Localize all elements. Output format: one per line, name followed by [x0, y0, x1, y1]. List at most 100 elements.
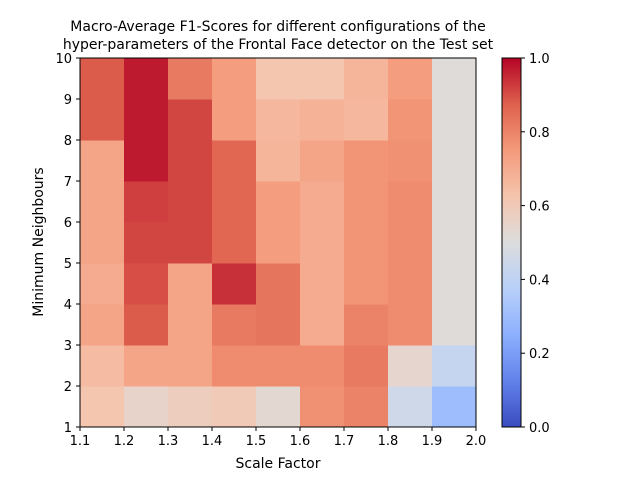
heatmap-cell	[256, 345, 301, 387]
heatmap-cell	[432, 140, 477, 182]
heatmap-cell	[168, 222, 213, 264]
x-tick-label: 1.3	[158, 434, 179, 449]
y-axis-ticks: 1 2 3 4 5 6 7 8 9 10	[55, 52, 80, 436]
heatmap-cell	[300, 222, 345, 264]
heatmap-cell	[432, 99, 477, 141]
heatmap-cell	[256, 386, 301, 428]
heatmap-cell	[80, 222, 125, 264]
heatmap-cell	[300, 58, 345, 100]
heatmap-cell	[212, 58, 257, 100]
y-tick-label: 10	[55, 52, 72, 67]
colorbar-tick-label: 1.0	[529, 52, 550, 67]
colorbar-tick-label: 0.2	[529, 347, 550, 362]
heatmap-cell	[168, 345, 213, 387]
heatmap-cell	[212, 140, 257, 182]
colorbar-tick-label: 0.4	[529, 273, 550, 288]
heatmap-cell	[124, 222, 169, 264]
heatmap-cell	[80, 181, 125, 223]
heatmap-cell	[432, 304, 477, 346]
heatmap-cell	[344, 386, 389, 428]
heatmap-cell	[80, 58, 125, 100]
y-axis-label: Minimum Neighbours	[31, 167, 47, 316]
colorbar-tick-label: 0.8	[529, 126, 550, 141]
heatmap-cell	[344, 58, 389, 100]
heatmap-cell	[168, 140, 213, 182]
y-tick-label: 6	[64, 216, 72, 231]
colorbar-tick-label: 0.0	[529, 421, 550, 436]
heatmap-cell	[388, 99, 433, 141]
heatmap-cell	[212, 345, 257, 387]
heatmap-cell	[168, 304, 213, 346]
heatmap-cell	[124, 58, 169, 100]
heatmap-cell	[388, 140, 433, 182]
heatmap-cell	[80, 99, 125, 141]
heatmap-cell	[124, 263, 169, 305]
colorbar-tick-label: 0.6	[529, 200, 550, 215]
heatmap-cell	[256, 304, 301, 346]
plot-frame	[79, 57, 477, 428]
heatmap-cells	[80, 58, 477, 428]
heatmap-cell	[256, 263, 301, 305]
heatmap-cell	[300, 386, 345, 428]
heatmap-cell	[168, 181, 213, 223]
heatmap-cell	[212, 304, 257, 346]
heatmap-cell	[344, 222, 389, 264]
heatmap-cell	[432, 181, 477, 223]
heatmap-cell	[256, 99, 301, 141]
heatmap-cell	[344, 140, 389, 182]
heatmap-cell	[300, 99, 345, 141]
x-tick-label: 1.2	[114, 434, 135, 449]
heatmap-cell	[212, 263, 257, 305]
heatmap-cell	[80, 304, 125, 346]
heatmap-cell	[344, 304, 389, 346]
heatmap-cell	[388, 386, 433, 428]
heatmap-cell	[168, 386, 213, 428]
y-tick-label: 1	[64, 421, 72, 436]
chart-title-line-2: hyper-parameters of the Frontal Face det…	[63, 37, 494, 53]
heatmap-cell	[432, 58, 477, 100]
x-tick-label: 1.7	[334, 434, 355, 449]
heatmap-cell	[80, 386, 125, 428]
heatmap-cell	[300, 304, 345, 346]
heatmap-cell	[388, 181, 433, 223]
heatmap-cell	[256, 140, 301, 182]
y-tick-label: 9	[64, 93, 72, 108]
y-tick-label: 4	[64, 298, 72, 313]
heatmap-cell	[80, 263, 125, 305]
heatmap-cell	[344, 99, 389, 141]
x-tick-label: 1.1	[70, 434, 91, 449]
heatmap-cell	[432, 222, 477, 264]
heatmap-cell	[388, 304, 433, 346]
y-tick-label: 8	[64, 134, 72, 149]
heatmap-cell	[124, 140, 169, 182]
x-tick-label: 1.5	[246, 434, 267, 449]
heatmap-cell	[300, 345, 345, 387]
heatmap-cell	[388, 263, 433, 305]
x-tick-label: 1.4	[202, 434, 223, 449]
heatmap-cell	[168, 263, 213, 305]
heatmap-cell	[124, 181, 169, 223]
heatmap-cell	[388, 345, 433, 387]
x-tick-label: 1.8	[378, 434, 399, 449]
heatmap-cell	[80, 140, 125, 182]
x-axis-ticks: 1.1 1.2 1.3 1.4 1.5 1.6 1.7 1.8 1.9 2.0	[70, 427, 487, 449]
heatmap-cell	[388, 222, 433, 264]
heatmap-cell	[432, 345, 477, 387]
heatmap-cell	[212, 386, 257, 428]
x-tick-label: 1.9	[422, 434, 443, 449]
heatmap-cell	[432, 386, 477, 428]
heatmap-cell	[212, 222, 257, 264]
heatmap-cell	[432, 263, 477, 305]
heatmap-cell	[212, 99, 257, 141]
x-tick-label: 2.0	[466, 434, 487, 449]
y-tick-label: 5	[64, 257, 72, 272]
heatmap-cell	[80, 345, 125, 387]
heatmap-cell	[344, 345, 389, 387]
colorbar	[501, 57, 522, 428]
heatmap-cell	[124, 345, 169, 387]
colorbar-ticks: 0.0 0.2 0.4 0.6 0.8 1.0	[521, 52, 550, 436]
heatmap-cell	[168, 99, 213, 141]
x-axis-label: Scale Factor	[236, 456, 321, 472]
heatmap-cell	[344, 181, 389, 223]
